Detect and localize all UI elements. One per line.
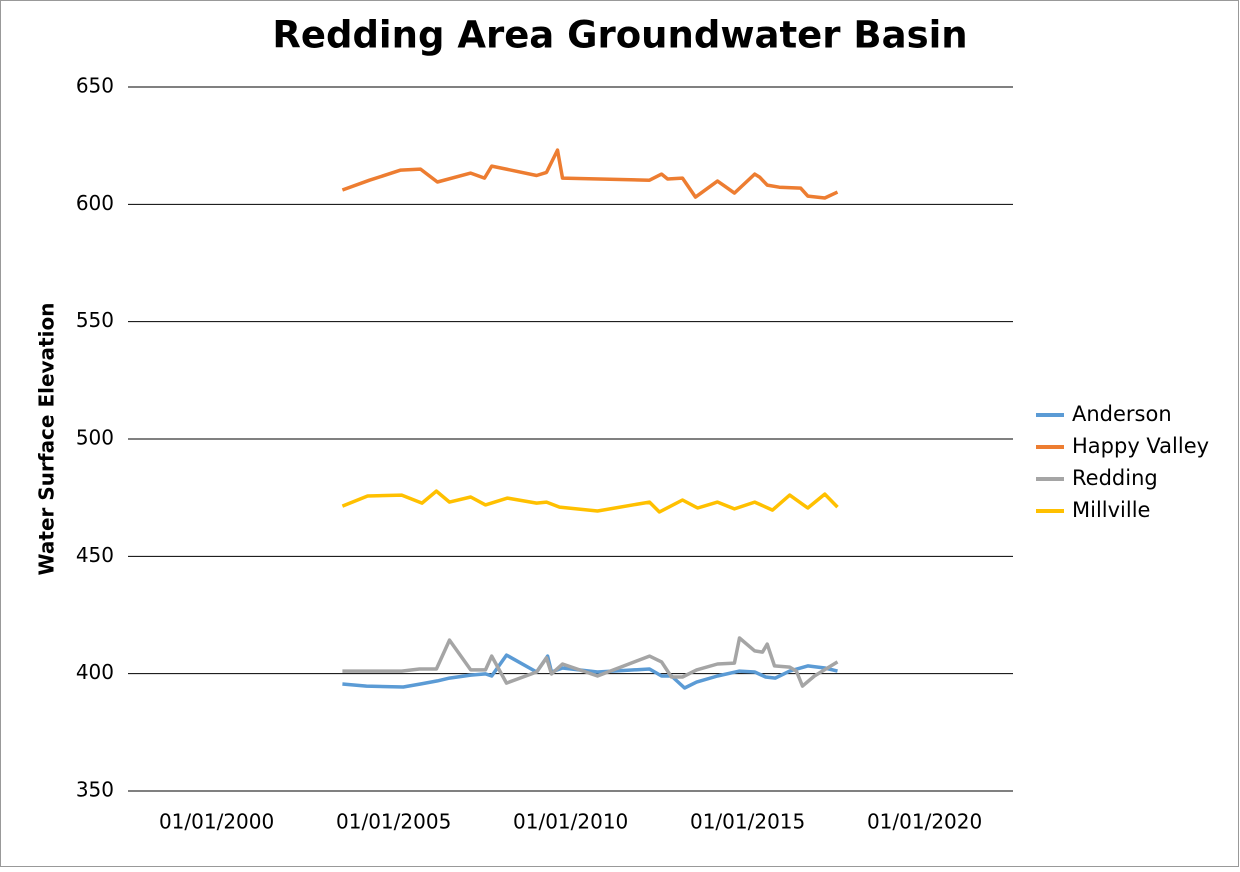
legend-label: Redding [1072,466,1158,490]
y-tick-label: 450 [76,543,114,567]
series-line [341,148,839,200]
y-tick-label: 650 [76,74,114,98]
series-line [342,653,838,690]
x-tick-label: 01/01/2000 [159,810,274,834]
chart-title: Redding Area Groundwater Basin [272,14,967,57]
x-tick-label: 01/01/2015 [690,810,805,834]
y-tick-label: 400 [76,660,114,684]
y-tick-label: 550 [76,308,114,332]
y-tick-label: 500 [76,426,114,450]
y-tick-label: 600 [76,191,114,215]
x-tick-label: 01/01/2010 [513,810,628,834]
legend-label: Anderson [1072,402,1172,426]
x-tick-label: 01/01/2020 [867,810,982,834]
series-line [342,636,839,688]
y-axis-label: Water Surface Elevation [35,303,59,576]
legend-label: Happy Valley [1072,434,1209,458]
series-line [341,489,839,514]
legend-label: Millville [1072,498,1150,522]
x-tick-label: 01/01/2005 [336,810,451,834]
y-tick-label: 350 [76,778,114,802]
